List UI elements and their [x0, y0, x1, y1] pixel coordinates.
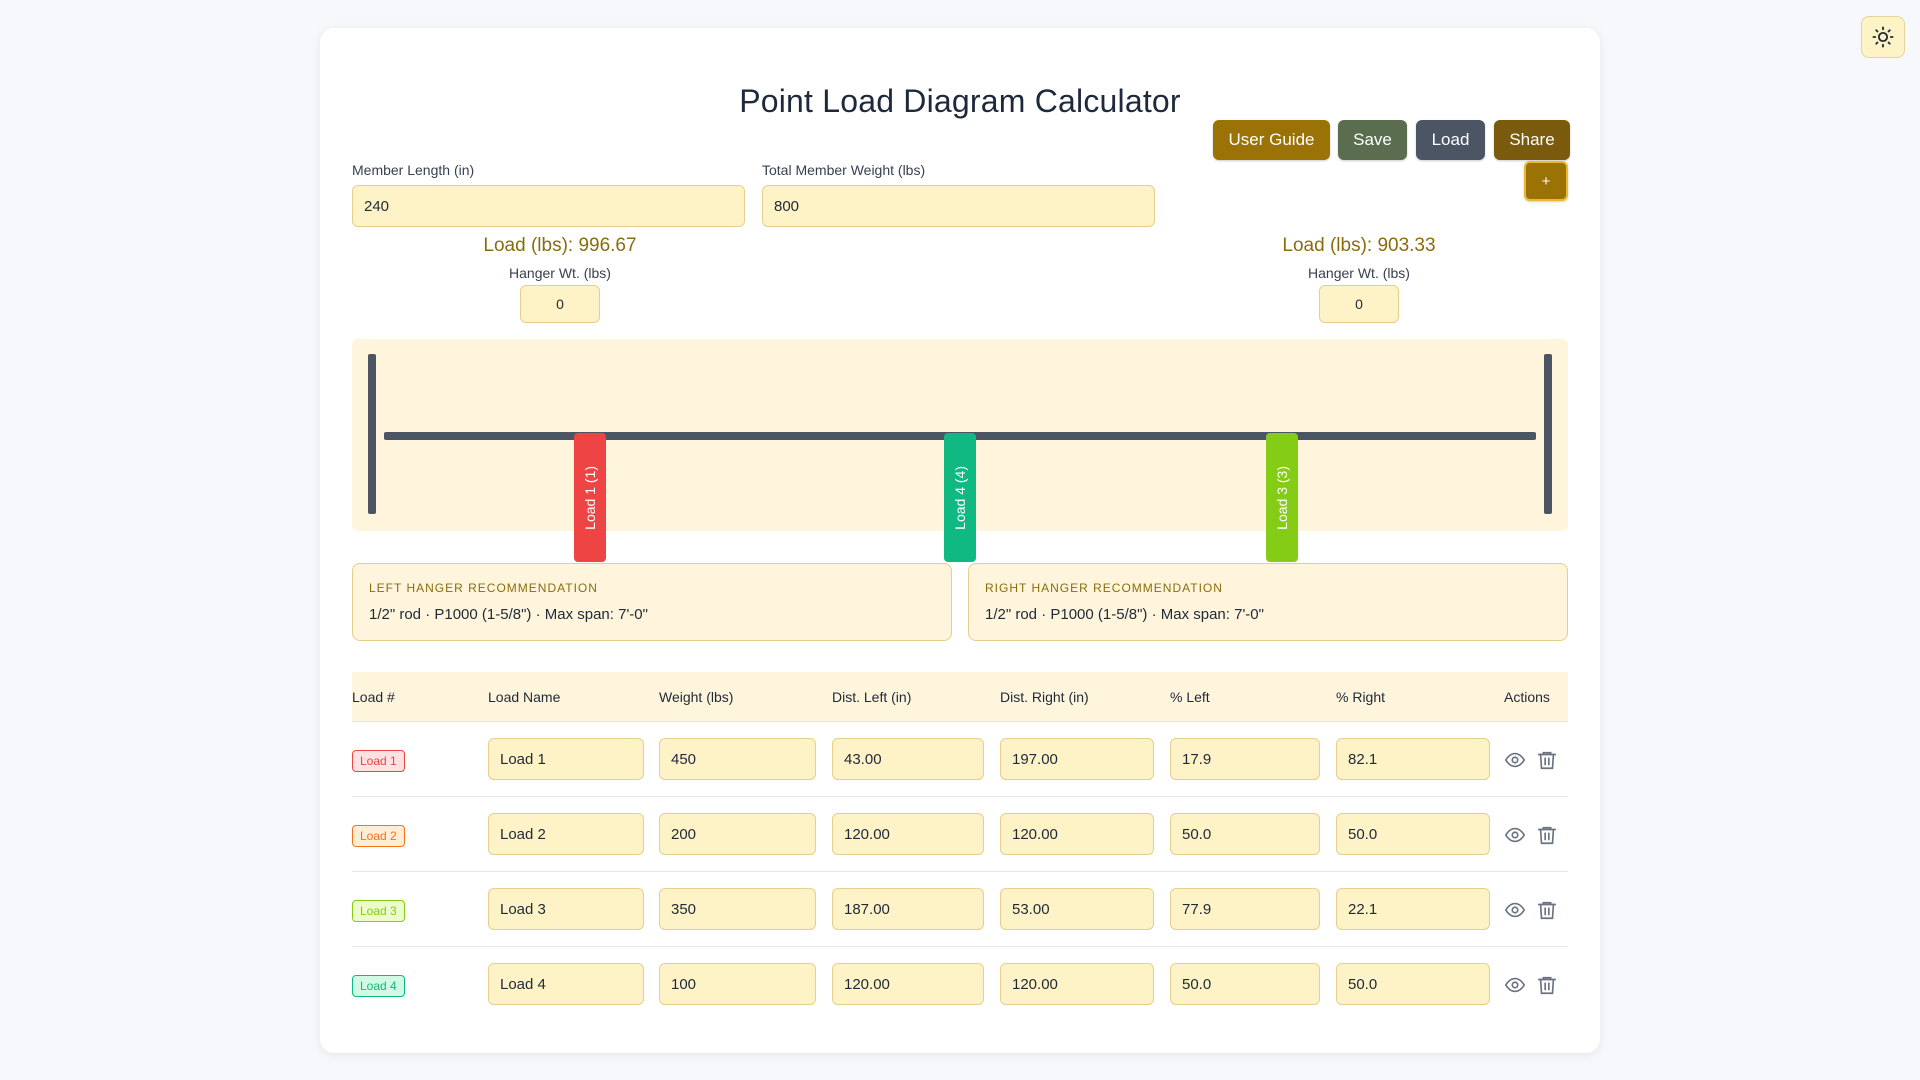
load-name-input[interactable]	[488, 738, 644, 780]
loads-table-header: Load # Load Name Weight (lbs) Dist. Left…	[352, 672, 1568, 722]
pct-left-input[interactable]	[1170, 888, 1320, 930]
left-support-post	[368, 354, 376, 514]
dist-right-input[interactable]	[1000, 963, 1154, 1005]
weight-input[interactable]	[659, 963, 816, 1005]
header-actions: Actions	[1504, 689, 1550, 705]
dist-left-input[interactable]	[832, 963, 984, 1005]
sun-icon	[1872, 26, 1894, 48]
dist-left-input[interactable]	[832, 813, 984, 855]
left-hanger-recommendation: LEFT HANGER RECOMMENDATION 1/2" rod · P1…	[352, 563, 952, 641]
table-row: Load 3	[352, 872, 1568, 947]
load-marker[interactable]: Load 3 (3)	[1265, 433, 1298, 562]
header-dist-left: Dist. Left (in)	[832, 689, 912, 705]
header-load-number: Load #	[352, 689, 395, 705]
delete-load-button[interactable]	[1536, 974, 1558, 996]
right-support-post	[1544, 354, 1552, 514]
header-weight: Weight (lbs)	[659, 689, 734, 705]
table-row: Load 1	[352, 722, 1568, 797]
pct-right-input[interactable]	[1336, 738, 1490, 780]
dist-right-input[interactable]	[1000, 888, 1154, 930]
pct-left-input[interactable]	[1170, 813, 1320, 855]
right-recommendation-title: RIGHT HANGER RECOMMENDATION	[985, 581, 1223, 595]
member-length-label: Member Length (in)	[352, 162, 475, 178]
eye-icon	[1504, 752, 1526, 768]
load-name-input[interactable]	[488, 813, 644, 855]
right-hanger-label: Hanger Wt. (lbs)	[1308, 265, 1410, 281]
member-length-input[interactable]	[352, 185, 745, 227]
load-name-input[interactable]	[488, 888, 644, 930]
dist-right-input[interactable]	[1000, 813, 1154, 855]
total-weight-label: Total Member Weight (lbs)	[762, 162, 926, 178]
delete-load-button[interactable]	[1536, 749, 1558, 771]
toggle-visibility-button[interactable]	[1504, 974, 1526, 996]
load-badge: Load 4	[352, 975, 405, 997]
left-support-load: Load (lbs): 996.67	[483, 235, 637, 256]
load-marker-label: Load 4 (4)	[952, 465, 968, 530]
add-load-button[interactable]: +	[1524, 161, 1568, 201]
table-row: Load 2	[352, 797, 1568, 872]
weight-input[interactable]	[659, 888, 816, 930]
left-hanger-input[interactable]	[520, 285, 600, 323]
share-button[interactable]: Share	[1494, 120, 1570, 160]
load-diagram: Load 1 (1) Load 4 (4) Load 3 (3)	[352, 339, 1568, 562]
header-pct-left: % Left	[1170, 689, 1210, 705]
save-button[interactable]: Save	[1338, 120, 1407, 160]
toggle-visibility-button[interactable]	[1504, 824, 1526, 846]
left-hanger-label: Hanger Wt. (lbs)	[509, 265, 611, 281]
load-marker-label: Load 1 (1)	[582, 465, 599, 530]
right-recommendation-text: 1/2" rod · P1000 (1-5/8") · Max span: 7'…	[985, 606, 1264, 623]
delete-load-button[interactable]	[1536, 824, 1558, 846]
right-hanger-input[interactable]	[1319, 285, 1399, 323]
calculator-card: Point Load Diagram Calculator Member Len…	[320, 28, 1600, 1053]
eye-icon	[1504, 827, 1526, 843]
trash-icon	[1537, 751, 1557, 770]
pct-left-input[interactable]	[1170, 963, 1320, 1005]
toggle-visibility-button[interactable]	[1504, 749, 1526, 771]
delete-load-button[interactable]	[1536, 899, 1558, 921]
header-load-name: Load Name	[488, 689, 561, 705]
eye-icon	[1504, 977, 1526, 993]
table-row: Load 4	[352, 947, 1568, 1022]
trash-icon	[1537, 976, 1557, 995]
header-pct-right: % Right	[1336, 689, 1386, 705]
right-hanger-recommendation: RIGHT HANGER RECOMMENDATION 1/2" rod · P…	[968, 563, 1568, 641]
weight-input[interactable]	[659, 813, 816, 855]
dist-right-input[interactable]	[1000, 738, 1154, 780]
eye-icon	[1504, 902, 1526, 918]
load-name-input[interactable]	[488, 963, 644, 1005]
load-button[interactable]: Load	[1416, 120, 1485, 160]
pct-right-input[interactable]	[1336, 888, 1490, 930]
load-badge: Load 2	[352, 825, 405, 847]
dist-left-input[interactable]	[832, 738, 984, 780]
load-badge: Load 3	[352, 900, 405, 922]
pct-left-input[interactable]	[1170, 738, 1320, 780]
header-dist-right: Dist. Right (in)	[1000, 689, 1089, 705]
left-recommendation-title: LEFT HANGER RECOMMENDATION	[369, 581, 598, 595]
load-marker-label: Load 3 (3)	[1273, 465, 1290, 530]
left-recommendation-text: 1/2" rod · P1000 (1-5/8") · Max span: 7'…	[369, 606, 648, 623]
toggle-visibility-button[interactable]	[1504, 899, 1526, 921]
pct-right-input[interactable]	[1336, 813, 1490, 855]
load-marker[interactable]: Load 4 (4)	[944, 433, 976, 562]
user-guide-button[interactable]: User Guide	[1213, 120, 1330, 160]
dist-left-input[interactable]	[832, 888, 984, 930]
load-marker[interactable]: Load 1 (1)	[574, 433, 607, 562]
total-weight-input[interactable]	[762, 185, 1155, 227]
pct-right-input[interactable]	[1336, 963, 1490, 1005]
weight-input[interactable]	[659, 738, 816, 780]
theme-toggle-button[interactable]	[1861, 16, 1905, 58]
trash-icon	[1537, 901, 1557, 920]
page-title: Point Load Diagram Calculator	[739, 83, 1181, 119]
right-support-load: Load (lbs): 903.33	[1282, 235, 1436, 256]
trash-icon	[1537, 826, 1557, 845]
load-badge: Load 1	[352, 750, 405, 772]
